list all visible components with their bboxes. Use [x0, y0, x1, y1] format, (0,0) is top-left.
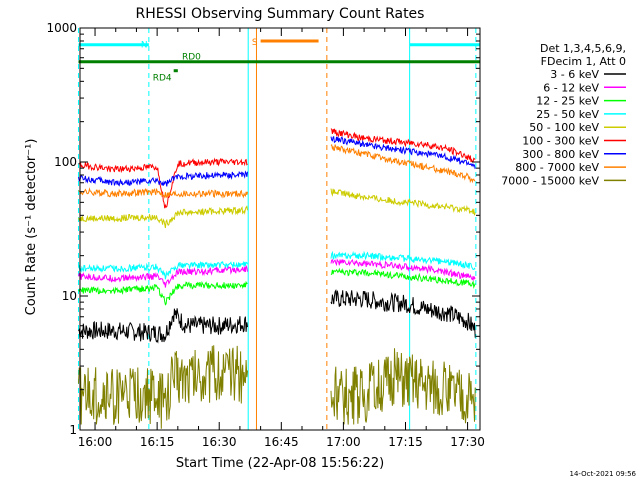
series-line — [78, 280, 248, 306]
series-line — [78, 260, 248, 280]
series-line — [330, 135, 476, 170]
series-line — [330, 128, 476, 163]
chart-title: RHESSI Observing Summary Count Rates — [136, 6, 425, 22]
x-tick-label: 17:30 — [450, 435, 485, 449]
timestamp: 14-Oct-2021 09:56 — [570, 470, 637, 478]
series-line — [78, 308, 248, 344]
series-4 — [78, 188, 476, 229]
y-tick-label: 100 — [54, 155, 77, 169]
series-2 — [78, 267, 476, 306]
y-tick-label: 10 — [62, 289, 77, 303]
legend-label: 800 - 7000 keV — [515, 161, 599, 174]
y-axis-title: Count Rate (s⁻¹ detector⁻¹) — [24, 139, 39, 316]
x-tick-label: 17:00 — [326, 435, 361, 449]
x-tick-label: 17:15 — [388, 435, 423, 449]
legend-label: 25 - 50 keV — [536, 108, 599, 121]
y-tick-label: 1000 — [46, 21, 77, 35]
legend-label: 7000 - 15000 keV — [501, 174, 599, 187]
plot-layer: N S RD0 RD4 — [77, 28, 480, 430]
axes-layer: 1 10 100 1000 16:00 16:15 16:30 16:45 17:00 17:15… — [46, 21, 484, 449]
legend-label: 100 - 300 keV — [522, 135, 599, 148]
legend: Det 1,3,4,5,6,9, FDecim 1, Att 0 3 - 6 k… — [501, 42, 626, 187]
flag-label-S: S — [252, 38, 258, 48]
series-7 — [78, 143, 476, 199]
y-tick-label: 1 — [69, 423, 77, 437]
flag-label-RD4: RD4 — [153, 74, 172, 84]
series-line — [330, 250, 476, 271]
legend-label: 12 - 25 keV — [536, 95, 599, 108]
series-6 — [78, 135, 476, 187]
series-1 — [78, 258, 476, 288]
x-tick-label: 16:45 — [264, 435, 299, 449]
legend-header-line-1: Det 1,3,4,5,6,9, — [540, 42, 626, 55]
legend-label: 6 - 12 keV — [543, 81, 599, 94]
series-line — [330, 267, 476, 289]
series-line — [330, 188, 476, 216]
series-line — [330, 143, 476, 184]
legend-label: 50 - 100 keV — [529, 121, 599, 134]
plot-frame — [79, 27, 481, 431]
x-axis-title: Start Time (22-Apr-08 15:56:22) — [176, 456, 384, 471]
legend-header-line-2: FDecim 1, Att 0 — [541, 55, 626, 68]
x-tick-label: 16:30 — [202, 435, 237, 449]
legend-label: 300 - 800 keV — [522, 148, 599, 161]
series-line — [330, 258, 476, 282]
series-line — [78, 170, 248, 187]
series-line — [78, 265, 248, 288]
series-5 — [78, 128, 476, 209]
series-3 — [78, 250, 476, 280]
flag-label-RD0: RD0 — [182, 53, 201, 63]
series-0 — [78, 289, 476, 344]
legend-label: 3 - 6 keV — [550, 68, 599, 81]
x-tick-label: 16:15 — [140, 435, 175, 449]
series-line — [78, 187, 248, 199]
x-tick-label: 16:00 — [78, 435, 113, 449]
series-line — [78, 205, 248, 229]
series-8 — [78, 345, 476, 429]
series-line — [330, 289, 476, 338]
flag-label-N: N — [141, 41, 148, 51]
series-line — [78, 157, 248, 209]
series-line — [330, 348, 476, 425]
series-line — [78, 345, 248, 429]
